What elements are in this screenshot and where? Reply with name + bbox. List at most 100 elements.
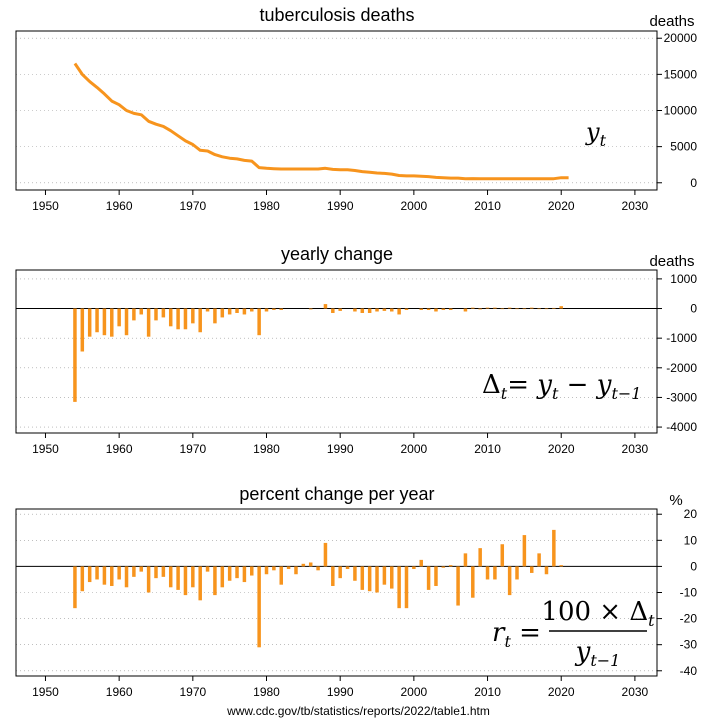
plot-frame xyxy=(15,269,658,434)
bar xyxy=(139,566,143,572)
bar xyxy=(375,308,379,312)
bar xyxy=(235,308,239,313)
bar xyxy=(257,308,261,336)
bar xyxy=(367,308,372,313)
bar xyxy=(132,566,136,577)
formula-y-t: yt xyxy=(585,118,607,150)
y-tick-label: 10 xyxy=(684,533,698,547)
bar xyxy=(242,566,247,583)
y-tick-label: 20 xyxy=(684,507,698,521)
chart-title: percent change per year xyxy=(239,484,434,504)
x-tick-label: 1980 xyxy=(253,199,280,213)
x-tick-label: 1970 xyxy=(179,685,206,699)
x-tick-label: 2000 xyxy=(401,685,428,699)
bar xyxy=(448,565,453,567)
bar xyxy=(530,307,534,309)
y-tick-label: -3000 xyxy=(666,390,697,404)
bar xyxy=(323,542,328,567)
bar xyxy=(176,308,180,330)
bar xyxy=(205,308,210,312)
bar xyxy=(331,566,335,586)
bar xyxy=(382,566,387,585)
bar xyxy=(80,566,85,592)
y-tick-label: 0 xyxy=(690,302,697,316)
bar xyxy=(146,566,151,593)
bar xyxy=(205,566,210,572)
y-tick-label: 10000 xyxy=(664,104,698,118)
bar xyxy=(264,566,269,575)
bar xyxy=(471,307,475,309)
x-tick-label: 2010 xyxy=(474,199,501,213)
bar xyxy=(375,566,379,593)
y-axis-unit: deaths xyxy=(649,253,694,270)
bar xyxy=(95,308,99,333)
panel-tuberculosis-deaths: tuberculosis deaths deaths 1950 1960 1970 1… xyxy=(15,5,698,213)
bar xyxy=(279,308,283,311)
bar xyxy=(345,566,350,570)
x-tick-label: 1970 xyxy=(179,442,206,456)
bar xyxy=(220,308,225,318)
x-tick-label: 2020 xyxy=(548,685,575,699)
bar xyxy=(323,304,328,309)
x-tick-label: 1990 xyxy=(327,685,354,699)
bar xyxy=(522,308,527,310)
bar xyxy=(73,308,77,402)
bar xyxy=(338,308,342,311)
bar xyxy=(110,566,114,586)
bar xyxy=(522,535,527,567)
bar xyxy=(102,566,107,585)
bar xyxy=(441,566,446,568)
x-tick-label: 1950 xyxy=(32,442,59,456)
bar xyxy=(426,566,431,590)
y-tick-label: 15000 xyxy=(664,67,698,81)
x-tick-label: 1960 xyxy=(106,685,133,699)
svg-text:100 × Δt: 100 × Δt xyxy=(541,597,655,630)
bar xyxy=(434,566,438,586)
bar xyxy=(213,566,217,596)
bar xyxy=(419,308,423,311)
bar xyxy=(412,566,416,570)
bar xyxy=(537,308,541,310)
bar xyxy=(110,308,114,337)
bar xyxy=(515,308,519,310)
bar xyxy=(294,566,298,575)
series-line xyxy=(73,62,569,181)
x-tick-label: 1950 xyxy=(32,685,59,699)
y-axis-unit: deaths xyxy=(649,13,694,30)
x-tick-label: 2030 xyxy=(622,442,649,456)
x-tick-label: 1960 xyxy=(106,442,133,456)
bar xyxy=(552,307,556,309)
bar xyxy=(441,308,446,311)
bar xyxy=(515,566,519,580)
bar xyxy=(463,553,468,567)
bar xyxy=(456,566,460,606)
bar xyxy=(183,566,188,596)
bar xyxy=(360,308,365,313)
bar xyxy=(124,308,129,336)
bar xyxy=(537,553,541,567)
bar xyxy=(360,566,365,590)
source-url: www.cdc.gov/tb/statistics/reports/2022/t… xyxy=(227,704,490,718)
bar xyxy=(559,306,563,309)
bar xyxy=(485,566,490,580)
bar xyxy=(382,308,387,311)
bar xyxy=(250,566,254,576)
x-tick-label: 1990 xyxy=(327,442,354,456)
bar xyxy=(500,544,505,567)
bar xyxy=(404,566,409,609)
bar xyxy=(279,566,283,585)
chart-title: yearly change xyxy=(281,244,393,264)
y-tick-label: -30 xyxy=(680,638,698,652)
bar xyxy=(272,566,276,571)
x-tick-label: 2030 xyxy=(622,685,649,699)
bar xyxy=(87,308,92,337)
y-tick-label: 5000 xyxy=(670,140,697,154)
bar xyxy=(102,308,107,336)
bar xyxy=(191,566,195,588)
bar xyxy=(530,566,534,573)
bar xyxy=(500,308,505,310)
bar xyxy=(419,559,423,567)
bar xyxy=(154,566,158,579)
bar xyxy=(168,308,173,327)
bar xyxy=(117,308,121,327)
